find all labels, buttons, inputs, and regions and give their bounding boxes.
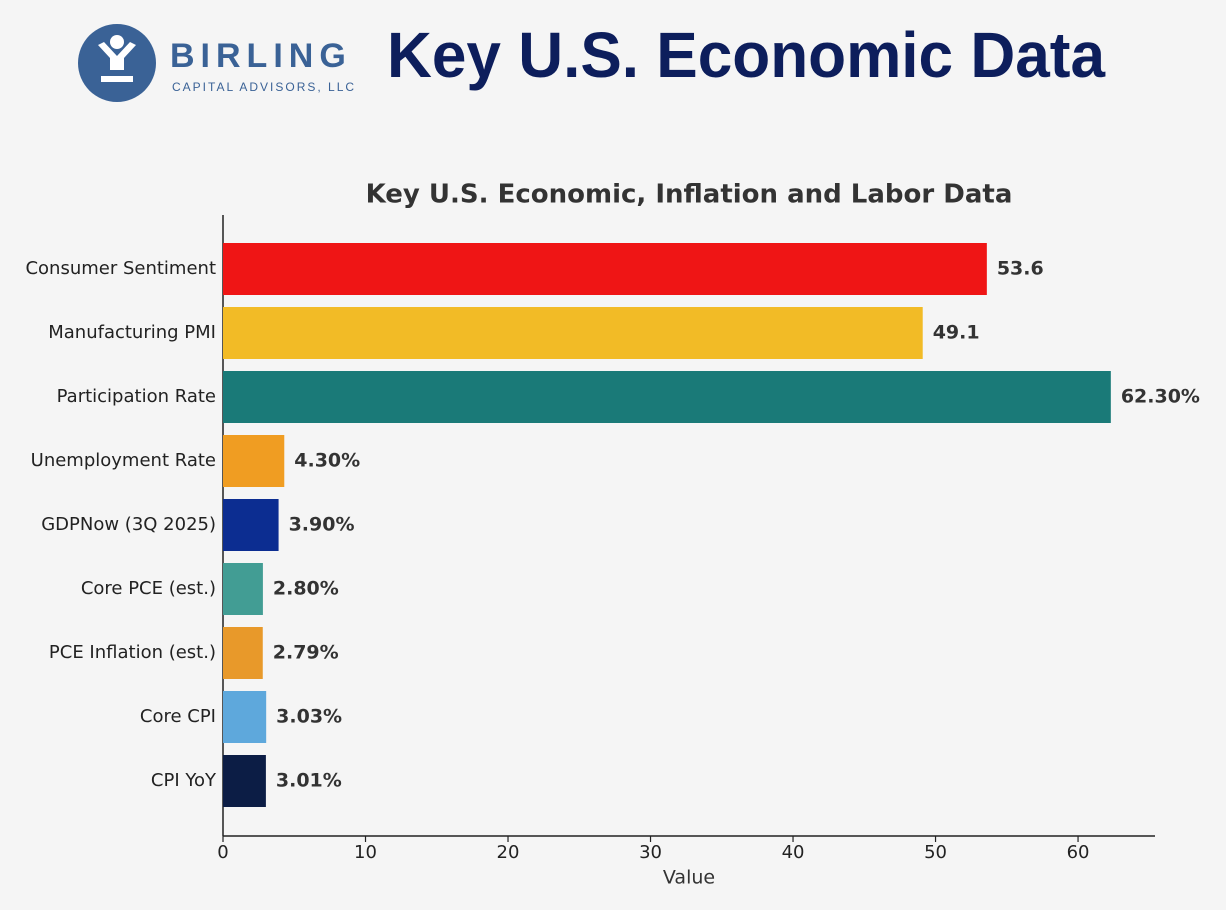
y-tick-label: PCE Inflation (est.) — [49, 642, 216, 663]
x-tick-label: 50 — [924, 842, 947, 863]
value-label: 49.1 — [933, 322, 980, 344]
bar — [223, 499, 279, 551]
bar — [223, 435, 285, 487]
bar — [223, 563, 263, 615]
bar — [223, 755, 266, 807]
brand-sub: CAPITAL ADVISORS, LLC — [172, 80, 356, 94]
x-axis-label: Value — [663, 867, 715, 889]
x-tick-label: 30 — [639, 842, 662, 863]
x-tick-label: 20 — [497, 842, 520, 863]
value-label: 53.6 — [997, 258, 1044, 280]
y-tick-label: CPI YoY — [151, 770, 217, 791]
bar — [223, 307, 923, 359]
value-label: 2.80% — [273, 578, 339, 600]
page-title: Key U.S. Economic Data — [387, 19, 1105, 91]
logo-base — [101, 76, 133, 82]
brand: BIRLING — [170, 37, 352, 75]
x-tick-label: 0 — [217, 842, 228, 863]
x-tick-label: 60 — [1067, 842, 1090, 863]
value-label: 62.30% — [1121, 386, 1200, 408]
logo-head — [110, 35, 124, 49]
bar — [223, 371, 1111, 423]
x-tick-label: 40 — [782, 842, 805, 863]
value-label: 3.03% — [276, 706, 342, 728]
y-tick-label: Unemployment Rate — [31, 450, 216, 471]
value-label: 2.79% — [273, 642, 339, 664]
value-label: 3.01% — [276, 770, 342, 792]
logo — [78, 24, 156, 102]
value-label: 4.30% — [294, 450, 360, 472]
chart-title: Key U.S. Economic, Inflation and Labor D… — [366, 180, 1013, 210]
bar — [223, 243, 987, 295]
y-tick-label: Core PCE (est.) — [81, 578, 216, 599]
x-tick-label: 10 — [354, 842, 377, 863]
y-tick-label: Core CPI — [140, 706, 216, 727]
bar — [223, 627, 263, 679]
bar — [223, 691, 267, 743]
y-tick-label: Consumer Sentiment — [25, 258, 216, 279]
value-label: 3.90% — [289, 514, 355, 536]
y-tick-label: GDPNow (3Q 2025) — [41, 514, 216, 535]
y-tick-label: Manufacturing PMI — [48, 322, 216, 343]
logo-figure — [98, 42, 136, 70]
y-tick-label: Participation Rate — [57, 386, 216, 407]
